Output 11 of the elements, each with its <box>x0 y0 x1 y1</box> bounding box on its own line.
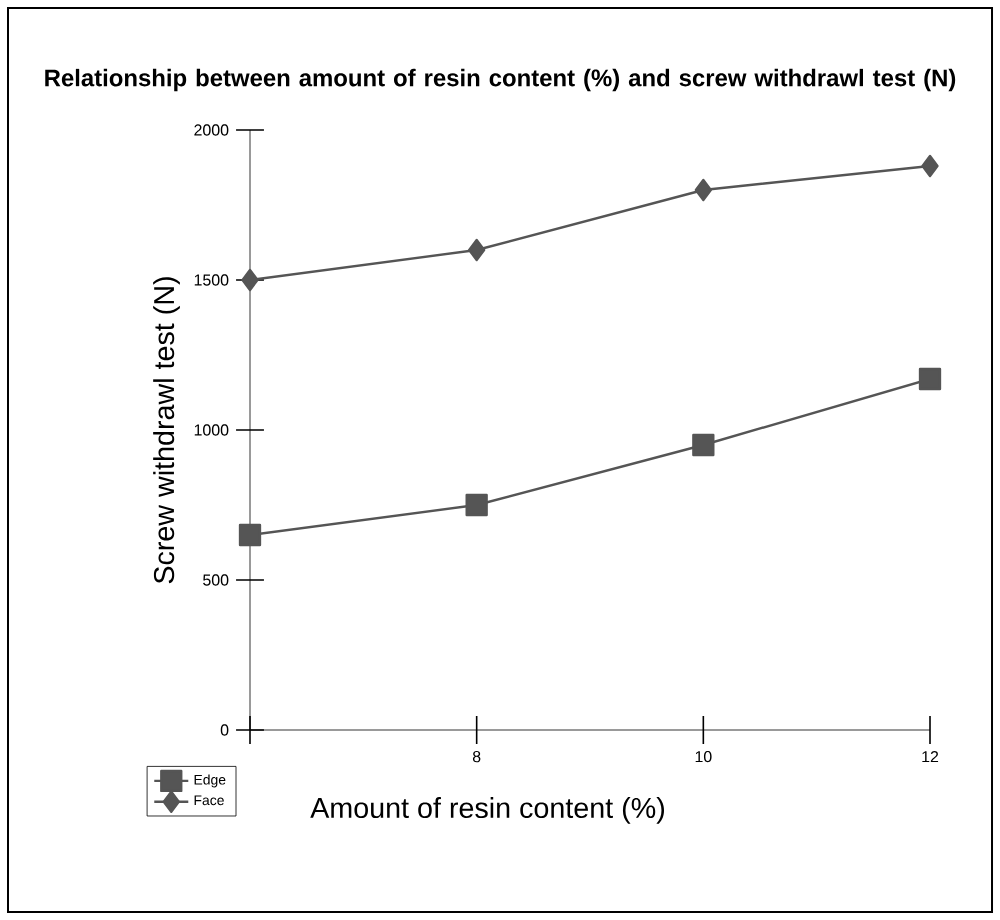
point <box>238 523 262 547</box>
point <box>692 433 715 457</box>
chart-title: Relationship between amount of resin content (%) and screw withdrawl test (N) <box>45 68 956 92</box>
point <box>694 178 713 202</box>
point <box>921 154 939 178</box>
x-axis-title: Amount of resin content (%) <box>310 797 664 824</box>
y-axis-title: Screw withdrawl test (N) <box>153 277 180 584</box>
point <box>468 238 486 262</box>
point <box>918 367 942 391</box>
point <box>465 493 488 517</box>
point <box>241 268 259 292</box>
